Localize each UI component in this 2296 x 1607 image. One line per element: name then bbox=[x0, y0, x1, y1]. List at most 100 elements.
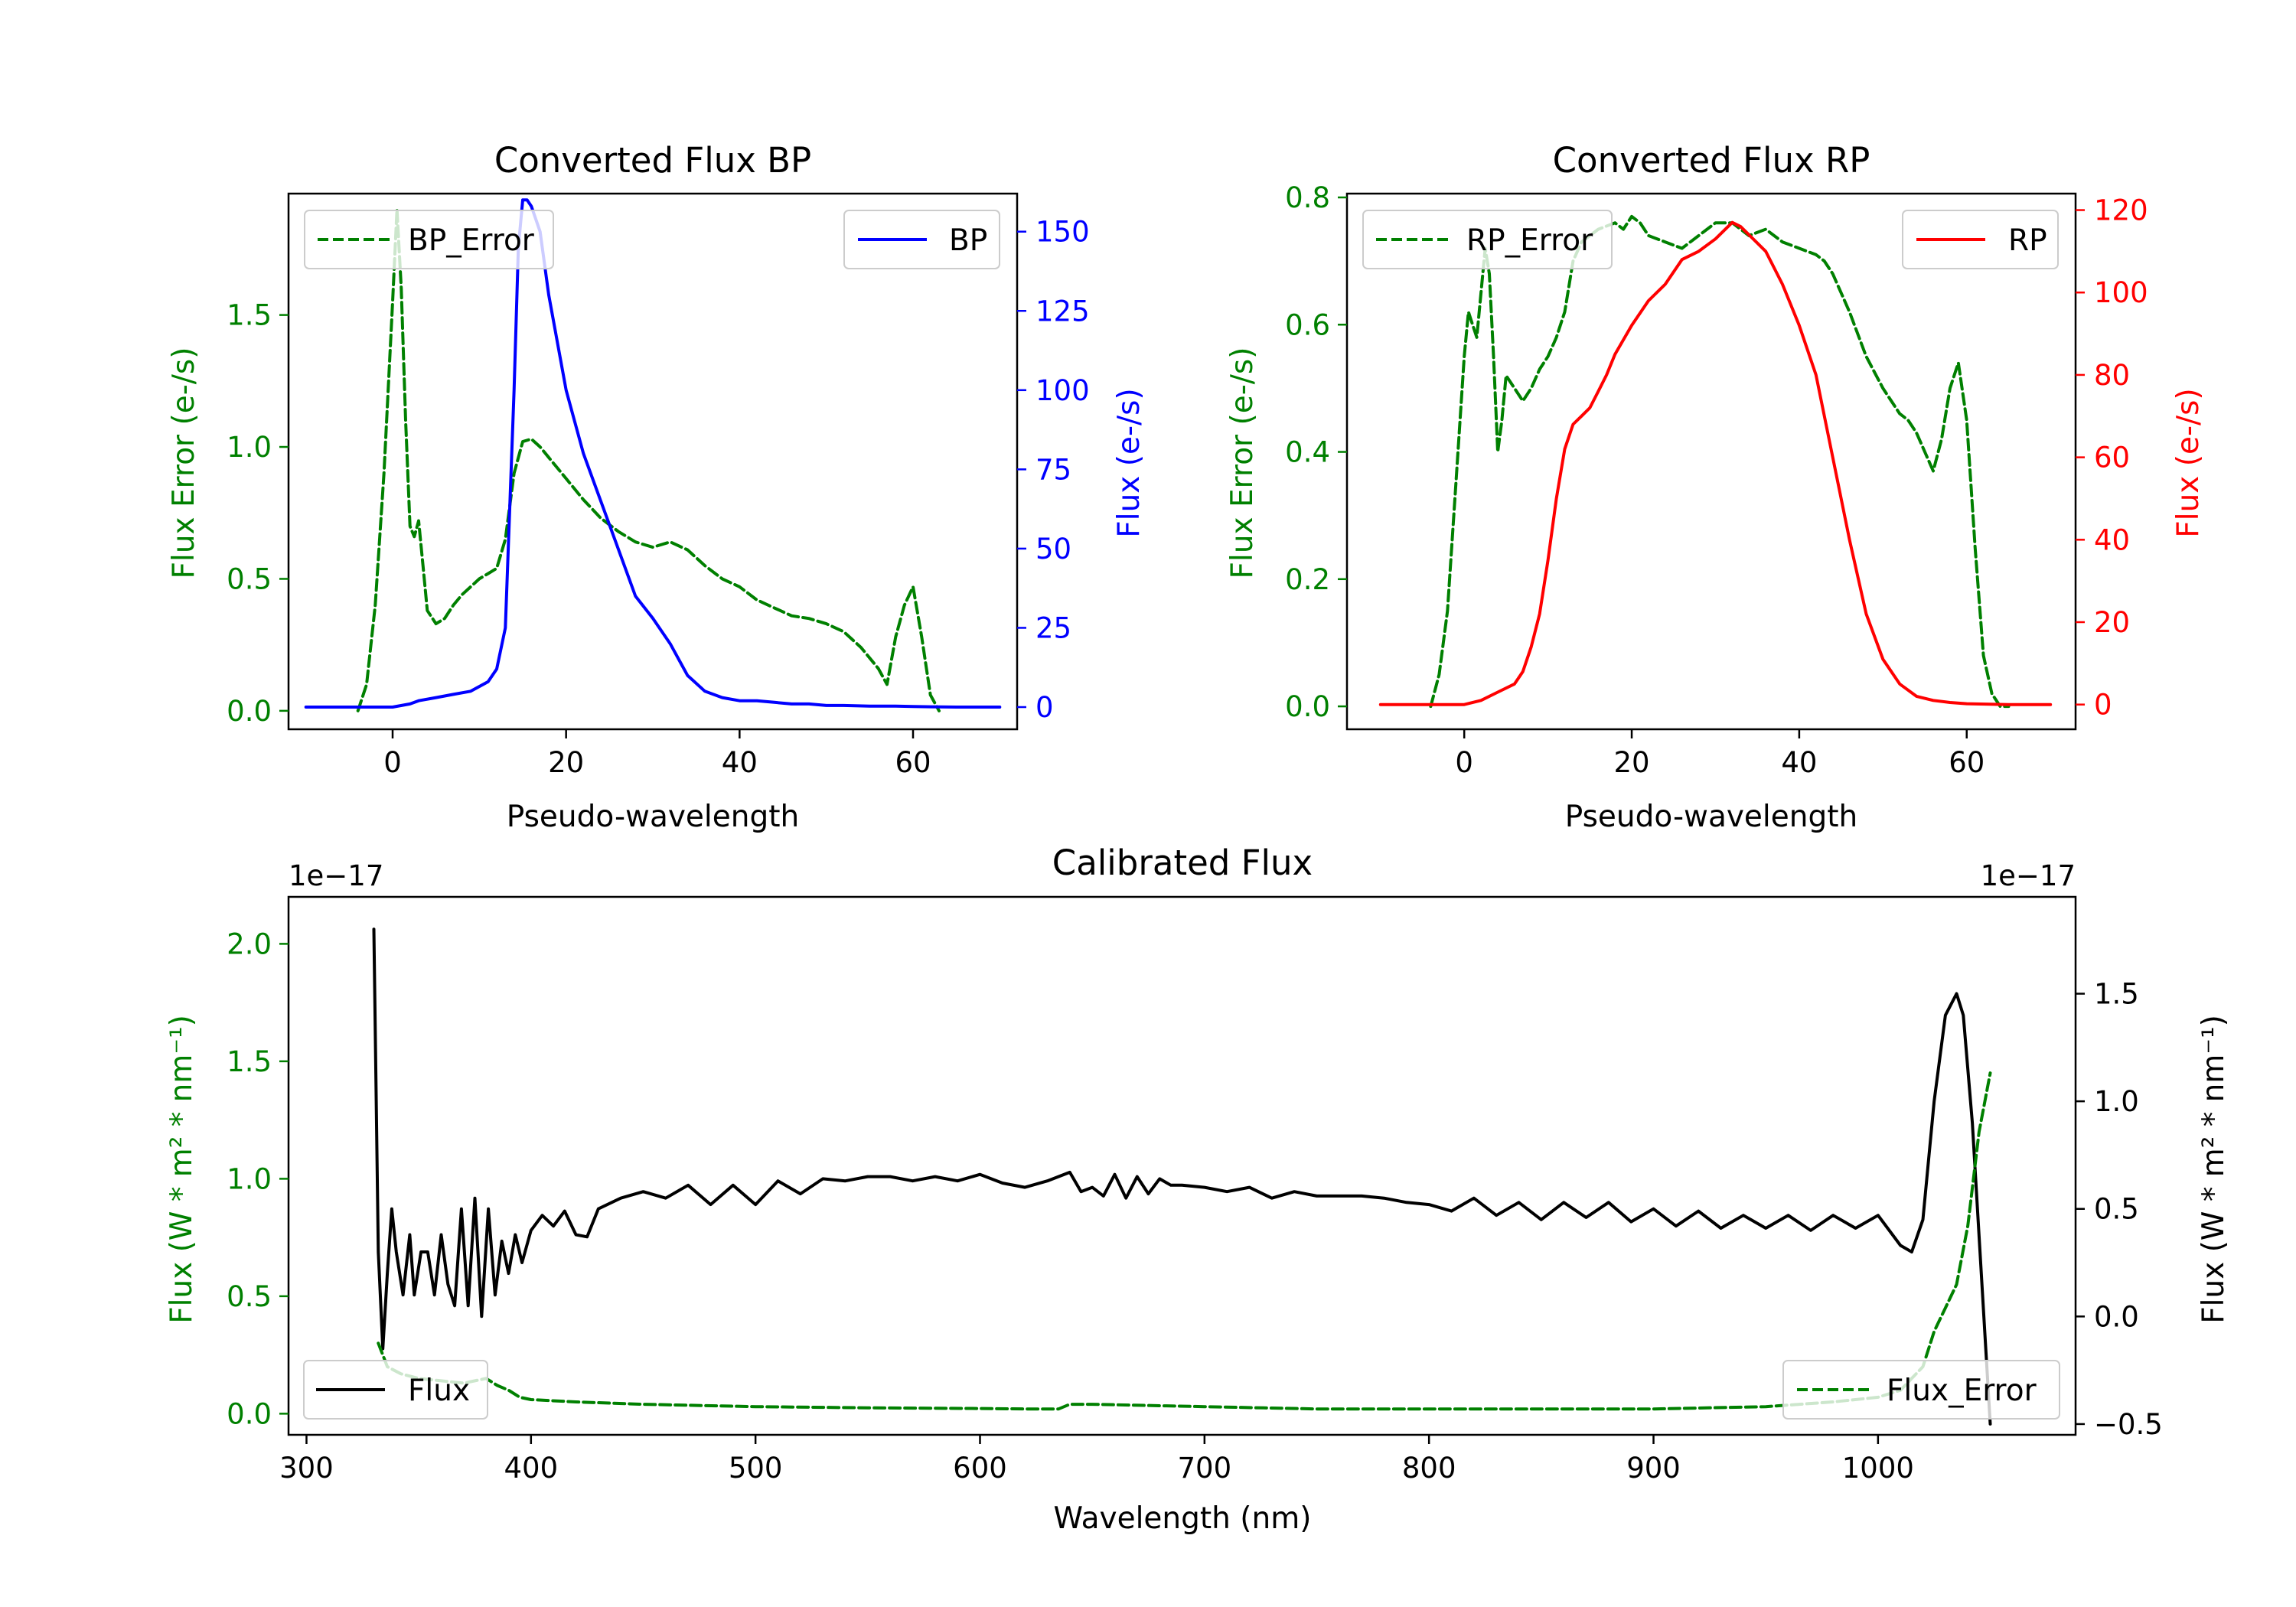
cal-x-tick-label: 600 bbox=[953, 1452, 1007, 1485]
rp-legend-label: RP bbox=[2008, 223, 2047, 258]
rp-left-y-tick-label: 0.0 bbox=[1285, 690, 1330, 723]
bp-x-axis: 0 20 40 60 bbox=[383, 729, 931, 779]
rp-error-legend-box bbox=[1362, 210, 1613, 269]
bp-right-axis-label: Flux (e-/s) bbox=[1112, 388, 1146, 537]
rp-right-y-tick-label: 0 bbox=[2094, 689, 2112, 722]
rp-x-tick-label: 20 bbox=[1613, 746, 1649, 779]
cal-x-tick-label: 1000 bbox=[1842, 1452, 1914, 1485]
bp-right-y-tick-label: 0 bbox=[1035, 691, 1054, 724]
rp-x-tick-label: 40 bbox=[1781, 746, 1817, 779]
rp-left-axis: 0.0 0.2 0.4 0.6 0.8 bbox=[1285, 181, 1347, 723]
rp-right-y-tick-label: 100 bbox=[2094, 276, 2148, 309]
bp-error-legend[interactable]: BP_Error bbox=[304, 210, 554, 269]
rp-left-y-tick-label: 0.8 bbox=[1285, 181, 1330, 214]
bp-right-y-tick-label: 125 bbox=[1035, 295, 1090, 328]
bp-right-y-tick-label: 25 bbox=[1035, 611, 1071, 644]
cal-left-y-tick-label: 1.5 bbox=[227, 1045, 272, 1078]
rp-right-y-tick-label: 40 bbox=[2094, 523, 2130, 556]
cal-left-y-tick-label: 1.0 bbox=[227, 1162, 272, 1195]
flux-error-legend-box bbox=[1782, 1360, 2060, 1420]
rp-right-y-tick-label: 80 bbox=[2094, 359, 2130, 392]
rp-plot-frame bbox=[1345, 192, 2077, 731]
rp-error-legend[interactable]: RP_Error bbox=[1362, 210, 1613, 269]
cal-x-tick-label: 500 bbox=[729, 1452, 783, 1485]
bp-plot-frame bbox=[287, 192, 1019, 731]
calibrated-x-axis-label: Wavelength (nm) bbox=[1054, 1501, 1312, 1536]
bp-right-y-tick-label: 75 bbox=[1035, 453, 1071, 486]
cal-x-tick-label: 400 bbox=[504, 1452, 558, 1485]
calibrated-right-offset-label: 1e−17 bbox=[1981, 859, 2076, 892]
bp-right-y-tick-label: 50 bbox=[1035, 533, 1071, 566]
bp-x-tick-label: 0 bbox=[383, 746, 402, 779]
flux-error-legend[interactable]: Flux_Error bbox=[1782, 1360, 2060, 1420]
cal-x-tick-label: 700 bbox=[1178, 1452, 1232, 1485]
cal-right-y-tick-label: 1.5 bbox=[2094, 978, 2139, 1011]
rp-right-y-tick-label: 60 bbox=[2094, 442, 2130, 474]
rp-right-axis-label: Flux (e-/s) bbox=[2171, 388, 2206, 537]
rp-left-y-tick-label: 0.6 bbox=[1285, 308, 1330, 341]
cal-x-tick-label: 800 bbox=[1402, 1452, 1456, 1485]
calibrated-panel: Calibrated Flux 300 400 500 600 700 800 900 100… bbox=[165, 843, 2231, 1536]
calibrated-left-axis: 0.0 0.5 1.0 1.5 2.0 bbox=[227, 927, 289, 1430]
calibrated-right-axis-label: Flux (W * m² * nm⁻¹) bbox=[2197, 1015, 2231, 1324]
bp-legend[interactable]: BP bbox=[843, 210, 1000, 269]
cal-flux-line bbox=[372, 927, 1992, 1426]
cal-left-y-tick-label: 2.0 bbox=[227, 927, 272, 960]
bp-left-y-tick-label: 0.0 bbox=[227, 695, 272, 728]
bp-title: Converted Flux BP bbox=[494, 140, 811, 181]
flux-legend-label: Flux bbox=[408, 1374, 470, 1408]
rp-right-y-tick-label: 120 bbox=[2094, 194, 2148, 227]
bp-panel: Converted Flux BP 0 20 40 60 0.0 0.5 1.0 1.5 0… bbox=[167, 140, 1146, 834]
cal-left-y-tick-label: 0.5 bbox=[227, 1280, 272, 1313]
rp-left-y-tick-label: 0.2 bbox=[1285, 563, 1330, 596]
bp-bp-line bbox=[304, 198, 1002, 709]
bp-x-axis-label: Pseudo-wavelength bbox=[507, 800, 799, 834]
rp-rp-line bbox=[1378, 220, 2053, 706]
cal-right-y-tick-label: 0.5 bbox=[2094, 1193, 2139, 1226]
rp-right-axis: 0 20 40 60 80 100 120 bbox=[2076, 194, 2148, 722]
bp-right-y-tick-label: 100 bbox=[1035, 374, 1090, 407]
cal-left-y-tick-label: 0.0 bbox=[227, 1397, 272, 1430]
calibrated-title: Calibrated Flux bbox=[1052, 843, 1313, 883]
bp-series-group bbox=[304, 198, 1002, 712]
bp-x-tick-label: 20 bbox=[548, 746, 584, 779]
rp-legend[interactable]: RP bbox=[1902, 210, 2059, 269]
bp-right-y-tick-label: 150 bbox=[1035, 216, 1090, 249]
rp-x-axis: 0 20 40 60 bbox=[1455, 729, 1985, 779]
rp-title: Converted Flux RP bbox=[1553, 140, 1870, 181]
rp-x-tick-label: 60 bbox=[1949, 746, 1985, 779]
bp-right-axis: 0 25 50 75 100 125 150 bbox=[1017, 216, 1090, 724]
rp-panel: Converted Flux RP 0 20 40 60 0.00.20.40.60.… bbox=[1225, 140, 2206, 834]
cal-x-tick-label: 900 bbox=[1626, 1452, 1681, 1485]
rp-error-legend-label: RP_Error bbox=[1466, 223, 1593, 258]
cal-right-y-tick-label: 0.0 bbox=[2094, 1300, 2139, 1333]
bp-left-axis: 0.0 0.5 1.0 1.5 bbox=[227, 299, 289, 728]
bp-left-y-tick-label: 0.5 bbox=[227, 562, 272, 595]
bp-error-legend-box bbox=[304, 210, 554, 269]
rp-left-axis-label: Flux Error (e-/s) bbox=[1225, 347, 1260, 579]
cal-right-y-tick-label: −0.5 bbox=[2094, 1408, 2163, 1441]
rp-right-y-tick-label: 20 bbox=[2094, 606, 2130, 639]
bp-legend-label: BP bbox=[949, 223, 987, 258]
calibrated-left-offset-label: 1e−17 bbox=[289, 859, 383, 892]
bp-error-legend-label: BP_Error bbox=[408, 223, 535, 258]
flux-legend[interactable]: Flux bbox=[303, 1360, 488, 1420]
rp-x-axis-label: Pseudo-wavelength bbox=[1565, 800, 1857, 834]
cal-x-tick-label: 300 bbox=[279, 1452, 334, 1485]
bp-bp-error-line bbox=[356, 207, 941, 712]
bp-left-y-tick-label: 1.0 bbox=[227, 431, 272, 464]
rp-x-tick-label: 0 bbox=[1455, 746, 1473, 779]
cal-right-y-tick-label: 1.0 bbox=[2094, 1085, 2139, 1118]
bp-left-axis-label: Flux Error (e-/s) bbox=[167, 347, 201, 579]
calibrated-left-axis-label: Flux (W * m² * nm⁻¹) bbox=[165, 1015, 199, 1324]
flux-error-legend-label: Flux_Error bbox=[1887, 1374, 2037, 1408]
flux-legend-box bbox=[303, 1360, 488, 1420]
calibrated-right-axis: −0.5 0.0 0.5 1.0 1.5 bbox=[2076, 978, 2163, 1441]
calibrated-x-axis: 300 400 500 600 700 800 900 1000 bbox=[279, 1435, 1914, 1485]
calibrated-plot-frame bbox=[287, 895, 2077, 1436]
rp-left-y-tick-label: 0.4 bbox=[1285, 436, 1330, 469]
bp-x-tick-label: 60 bbox=[895, 746, 931, 779]
bp-x-tick-label: 40 bbox=[722, 746, 758, 779]
bp-left-y-tick-label: 1.5 bbox=[227, 299, 272, 332]
